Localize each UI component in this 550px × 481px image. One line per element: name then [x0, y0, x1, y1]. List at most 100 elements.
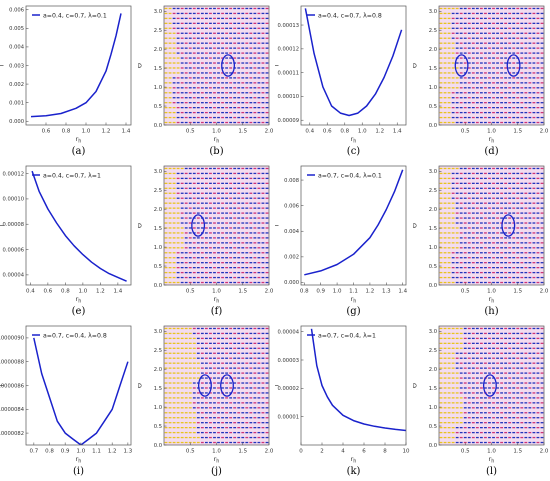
x-tick-label: 1.4: [114, 289, 123, 295]
chart-e: a=0.4, c=0.7, λ=1 0.4 0.6 0.8 1.0 1.2 1.4 0.000…: [0, 165, 132, 305]
panel-l: 0.5 1.0 1.5 2.0 0.0 0.5 1.0 1.5 2.0 2.5 3.0 rh Θ (l): [411, 320, 550, 480]
x-tick-label: 0.8: [45, 449, 54, 455]
vector-field: [439, 6, 544, 125]
x-tick-label: 0.5: [186, 449, 195, 455]
y-tick-label: 0.00006: [3, 247, 24, 253]
y-tick-label: 0.5: [429, 424, 437, 430]
x-tick-label: 0.6: [44, 289, 53, 295]
y-tick-label: 0.0: [429, 443, 437, 449]
panel-caption: (g): [346, 306, 361, 317]
y-tick-label: 1.0: [154, 405, 162, 411]
series-line: [31, 170, 127, 282]
y-tick-label: 1.5: [429, 386, 437, 392]
zero-point-contour: [506, 54, 521, 77]
y-axis-label: Θ: [413, 223, 419, 228]
x-tick-label: 1.3: [382, 289, 391, 295]
panel-caption: (k): [346, 466, 361, 477]
x-tick-label: 1.0: [487, 129, 496, 135]
y-tick-label: 0.0: [154, 283, 162, 289]
field-background: [164, 6, 269, 125]
y-axis-label: Θ: [138, 63, 144, 68]
panel-d: 0.5 1.0 1.5 2.0 0.0 0.5 1.0 1.5 2.0 2.5 3.0 rh Θ (d): [411, 0, 550, 160]
y-tick-label: 0.00010: [278, 94, 299, 100]
x-axis-label: rh: [214, 455, 220, 465]
y-tick-label: 0.008: [284, 178, 299, 184]
y-tick-label: 0.00013: [278, 23, 299, 29]
y-axis-label: Θ: [138, 223, 144, 228]
y-tick-label: 2.0: [154, 367, 162, 373]
x-tick-label: 2.0: [265, 289, 274, 295]
x-axis-label: rh: [351, 295, 357, 305]
y-axis-label: Θ: [413, 383, 419, 388]
y-axis-label: T: [275, 63, 281, 68]
x-tick-label: 2.0: [265, 449, 274, 455]
legend-label: a=0.4, c=0.7, λ=0.8: [318, 13, 382, 20]
series-line: [33, 337, 129, 445]
chart-l: 0.5 1.0 1.5 2.0 0.0 0.5 1.0 1.5 2.0 2.5 3.0 rh Θ: [411, 325, 549, 465]
x-tick-label: 0.4: [26, 289, 35, 295]
panel-a: a=0.4, c=0.7, λ=0.1 0.6 0.8 1.0 1.2 1.4 0.000 0…: [0, 0, 137, 160]
x-tick-label: 1.4: [122, 129, 131, 135]
x-tick-label: 0.5: [186, 289, 195, 295]
y-tick-label: 0.00010: [3, 197, 24, 203]
field-background: [439, 166, 544, 285]
x-tick-label: 1.4: [393, 129, 402, 135]
x-tick-label: 1.2: [366, 289, 375, 295]
y-tick-label: 0.000: [9, 119, 24, 125]
x-tick-label: 1.5: [513, 449, 522, 455]
x-tick-label: 1.5: [513, 289, 522, 295]
y-axis-label: T: [275, 383, 281, 388]
legend-label: a=0.7, c=0.4, λ=0.8: [43, 333, 107, 340]
panel-g: a=0.7, c=0.4, λ=0.1 0.8 0.9 1.0 1.1 1.2 1.3 1.4…: [273, 160, 412, 320]
field-background: [439, 326, 544, 445]
y-tick-label: 0.00009: [278, 118, 299, 124]
y-axis-label: Θ: [138, 383, 144, 388]
x-tick-label: 1.5: [238, 289, 247, 295]
y-tick-label: 0.00002: [278, 386, 299, 392]
y-tick-label: 0.0000090: [0, 336, 24, 342]
y-tick-label: 0.00012: [278, 47, 299, 53]
x-tick-label: 2.0: [540, 129, 549, 135]
y-axis-label: T: [0, 63, 6, 68]
y-axis-label: T: [0, 223, 6, 228]
x-axis-label: rh: [76, 135, 82, 145]
y-tick-label: 0.0000088: [0, 360, 24, 366]
zero-point-contour: [197, 374, 212, 397]
y-tick-label: 0.0: [429, 283, 437, 289]
y-tick-label: 0.0: [154, 443, 162, 449]
vector-field: [164, 6, 269, 125]
plot-frame: [25, 165, 132, 286]
x-axis-label: rh: [214, 295, 220, 305]
x-tick-label: 10: [403, 449, 410, 455]
x-tick-label: 0.8: [61, 289, 70, 295]
x-tick-label: 1.2: [108, 449, 117, 455]
x-tick-label: 0.7: [29, 449, 38, 455]
y-tick-label: 1.5: [429, 226, 437, 232]
legend: a=0.7, c=0.4, λ=1: [307, 333, 376, 340]
y-tick-label: 3.0: [429, 9, 437, 15]
y-tick-label: 0.0000082: [0, 431, 24, 437]
x-tick-label: 1.0: [487, 289, 496, 295]
panel-caption: (d): [484, 146, 499, 157]
x-tick-label: 1.0: [212, 289, 221, 295]
x-tick-label: 0: [299, 449, 303, 455]
x-tick-label: 1.0: [82, 129, 91, 135]
y-tick-label: 0.5: [429, 264, 437, 270]
chart-g: a=0.7, c=0.4, λ=0.1 0.8 0.9 1.0 1.1 1.2 1.3 1.4…: [273, 165, 408, 305]
y-tick-label: 0.00011: [278, 70, 299, 76]
x-axis-label: rh: [351, 135, 357, 145]
y-tick-label: 1.0: [429, 85, 437, 91]
panel-b: 0.5 1.0 1.5 2.0 0.0 0.5 1.0 1.5 2.0 2.5 3.0 rh Θ (b): [136, 0, 275, 160]
y-tick-label: 2.5: [429, 348, 437, 354]
x-tick-label: 0.4: [305, 129, 314, 135]
legend: a=0.4, c=0.7, λ=0.1: [32, 13, 107, 20]
y-tick-label: 1.0: [429, 405, 437, 411]
y-tick-label: 0.003: [9, 63, 24, 69]
y-tick-label: 2.5: [429, 188, 437, 194]
x-axis-label: rh: [351, 455, 357, 465]
panel-k: a=0.7, c=0.4, λ=1 0 2 4 6 8 10 0.00001 0.00002 0.…: [273, 320, 412, 480]
panel-e: a=0.4, c=0.7, λ=1 0.4 0.6 0.8 1.0 1.2 1.4 0.000…: [0, 160, 137, 320]
zero-point-contour: [501, 214, 516, 237]
x-tick-label: 1.5: [238, 129, 247, 135]
